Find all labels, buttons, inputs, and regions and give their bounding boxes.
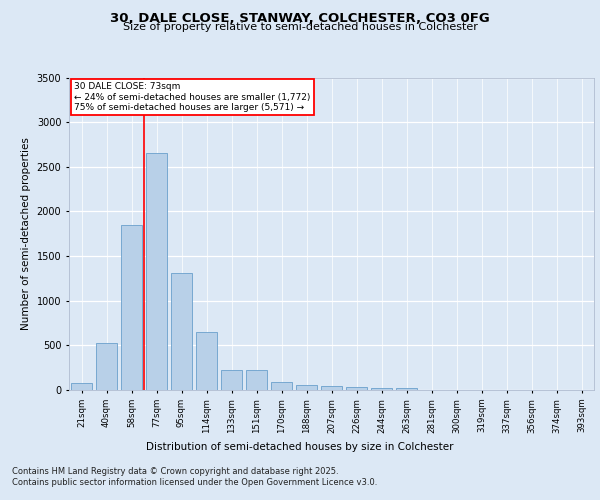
- Text: 30, DALE CLOSE, STANWAY, COLCHESTER, CO3 0FG: 30, DALE CLOSE, STANWAY, COLCHESTER, CO3…: [110, 12, 490, 26]
- Y-axis label: Number of semi-detached properties: Number of semi-detached properties: [21, 138, 31, 330]
- Bar: [371, 388, 392, 390]
- Bar: [321, 386, 342, 390]
- Bar: [246, 370, 267, 390]
- Bar: [221, 370, 242, 390]
- Bar: [196, 332, 217, 390]
- Bar: [96, 343, 117, 390]
- Bar: [146, 154, 167, 390]
- Bar: [396, 388, 417, 390]
- Bar: [271, 382, 292, 390]
- Bar: [296, 385, 317, 390]
- Text: Size of property relative to semi-detached houses in Colchester: Size of property relative to semi-detach…: [122, 22, 478, 32]
- Bar: [71, 384, 92, 390]
- Bar: [171, 273, 192, 390]
- Bar: [121, 225, 142, 390]
- Text: Contains HM Land Registry data © Crown copyright and database right 2025.
Contai: Contains HM Land Registry data © Crown c…: [12, 468, 377, 487]
- Text: 30 DALE CLOSE: 73sqm
← 24% of semi-detached houses are smaller (1,772)
75% of se: 30 DALE CLOSE: 73sqm ← 24% of semi-detac…: [74, 82, 311, 112]
- Bar: [346, 388, 367, 390]
- Text: Distribution of semi-detached houses by size in Colchester: Distribution of semi-detached houses by …: [146, 442, 454, 452]
